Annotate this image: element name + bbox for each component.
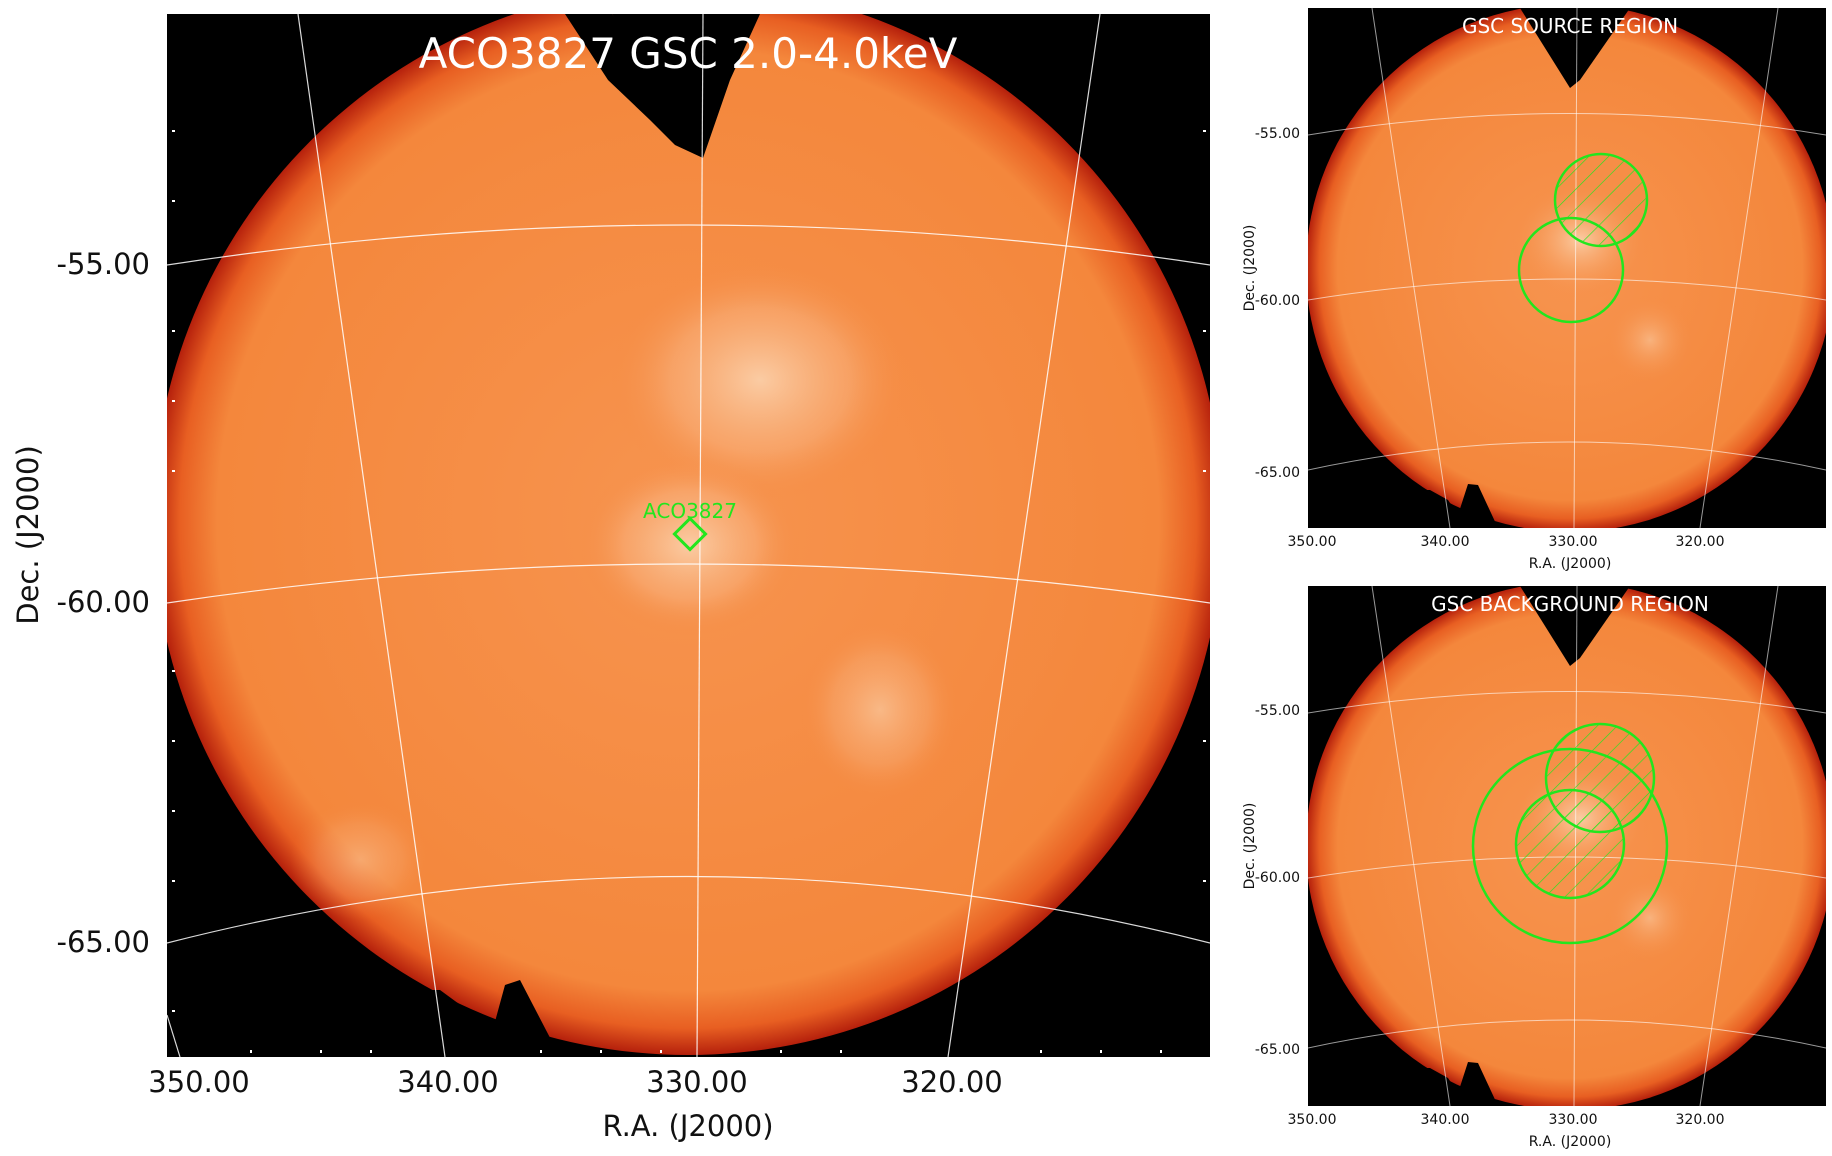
detector-notch-top bbox=[565, 14, 703, 158]
x-tick-label: 330.00 bbox=[1549, 534, 1598, 550]
detector-notch-bottom bbox=[1380, 484, 1498, 528]
source-region-circle bbox=[1517, 216, 1625, 324]
x-tick-label: 350.00 bbox=[148, 1065, 249, 1099]
source-marker-diamond bbox=[672, 516, 708, 552]
source-marker-label: ACO3827 bbox=[643, 499, 737, 523]
source-region-panel: GSC SOURCE REGION -55.00 -60.00 -65.00 3… bbox=[1242, 8, 1826, 572]
panel-title: GSC BACKGROUND REGION bbox=[1431, 592, 1709, 616]
x-tick-label: 320.00 bbox=[1676, 534, 1725, 550]
detector-notch-bottom bbox=[300, 980, 560, 1057]
y-tick-label: -60.00 bbox=[1255, 293, 1300, 309]
x-axis-label: R.A. (J2000) bbox=[602, 1109, 773, 1143]
excluded-region-circle bbox=[1514, 788, 1626, 900]
detector-notch-bottom bbox=[1380, 1062, 1498, 1106]
x-tick-label: 330.00 bbox=[646, 1065, 747, 1099]
detector-notch-top bbox=[1520, 8, 1630, 88]
panel-title: GSC SOURCE REGION bbox=[1462, 14, 1678, 38]
x-tick-label: 340.00 bbox=[1421, 1112, 1470, 1128]
y-tick-label: -55.00 bbox=[1255, 703, 1300, 719]
y-tick-label: -65.00 bbox=[1255, 465, 1300, 481]
x-axis-label: R.A. (J2000) bbox=[1529, 1134, 1612, 1150]
emission-blob bbox=[290, 800, 430, 920]
y-tick-label: -55.00 bbox=[57, 247, 151, 281]
x-axis-label: R.A. (J2000) bbox=[1529, 556, 1612, 572]
coordinate-grid bbox=[167, 14, 1210, 1057]
y-tick-label: -65.00 bbox=[1255, 1042, 1300, 1058]
x-tick-label: 320.00 bbox=[901, 1065, 1002, 1099]
source-region-circle bbox=[1553, 152, 1649, 248]
y-tick-label: -60.00 bbox=[57, 585, 151, 619]
x-tick-label: 340.00 bbox=[1421, 534, 1470, 550]
y-axis-label: Dec. (J2000) bbox=[1242, 225, 1258, 312]
x-tick-label: 350.00 bbox=[1288, 534, 1337, 550]
background-region-panel: GSC BACKGROUND REGION -55.00 -60.00 -65.… bbox=[1242, 586, 1826, 1150]
frame-ticks bbox=[172, 130, 1206, 1053]
y-axis-label: Dec. (J2000) bbox=[11, 445, 45, 625]
emission-blob bbox=[1605, 873, 1695, 963]
x-tick-label: 350.00 bbox=[1288, 1112, 1337, 1128]
x-tick-label: 330.00 bbox=[1549, 1112, 1598, 1128]
detector-notch-top-right bbox=[612, 14, 760, 158]
emission-blob bbox=[580, 455, 800, 635]
emission-blob bbox=[1605, 295, 1695, 385]
emission-blob bbox=[800, 620, 960, 800]
y-tick-label: -65.00 bbox=[57, 925, 151, 959]
y-axis-label: Dec. (J2000) bbox=[1242, 803, 1258, 890]
y-tick-label: -55.00 bbox=[1255, 126, 1300, 142]
y-tick-label: -60.00 bbox=[1255, 870, 1300, 886]
x-tick-label: 320.00 bbox=[1676, 1112, 1725, 1128]
main-image-panel: ACO3827 ACO3827 GSC 2.0-4.0keV -55.00 -6… bbox=[11, 14, 1210, 1143]
detector-notch-top bbox=[1520, 586, 1630, 666]
x-tick-label: 340.00 bbox=[397, 1065, 498, 1099]
emission-blob bbox=[610, 260, 910, 500]
coordinate-grid bbox=[1308, 8, 1826, 528]
main-title: ACO3827 GSC 2.0-4.0keV bbox=[419, 29, 958, 78]
